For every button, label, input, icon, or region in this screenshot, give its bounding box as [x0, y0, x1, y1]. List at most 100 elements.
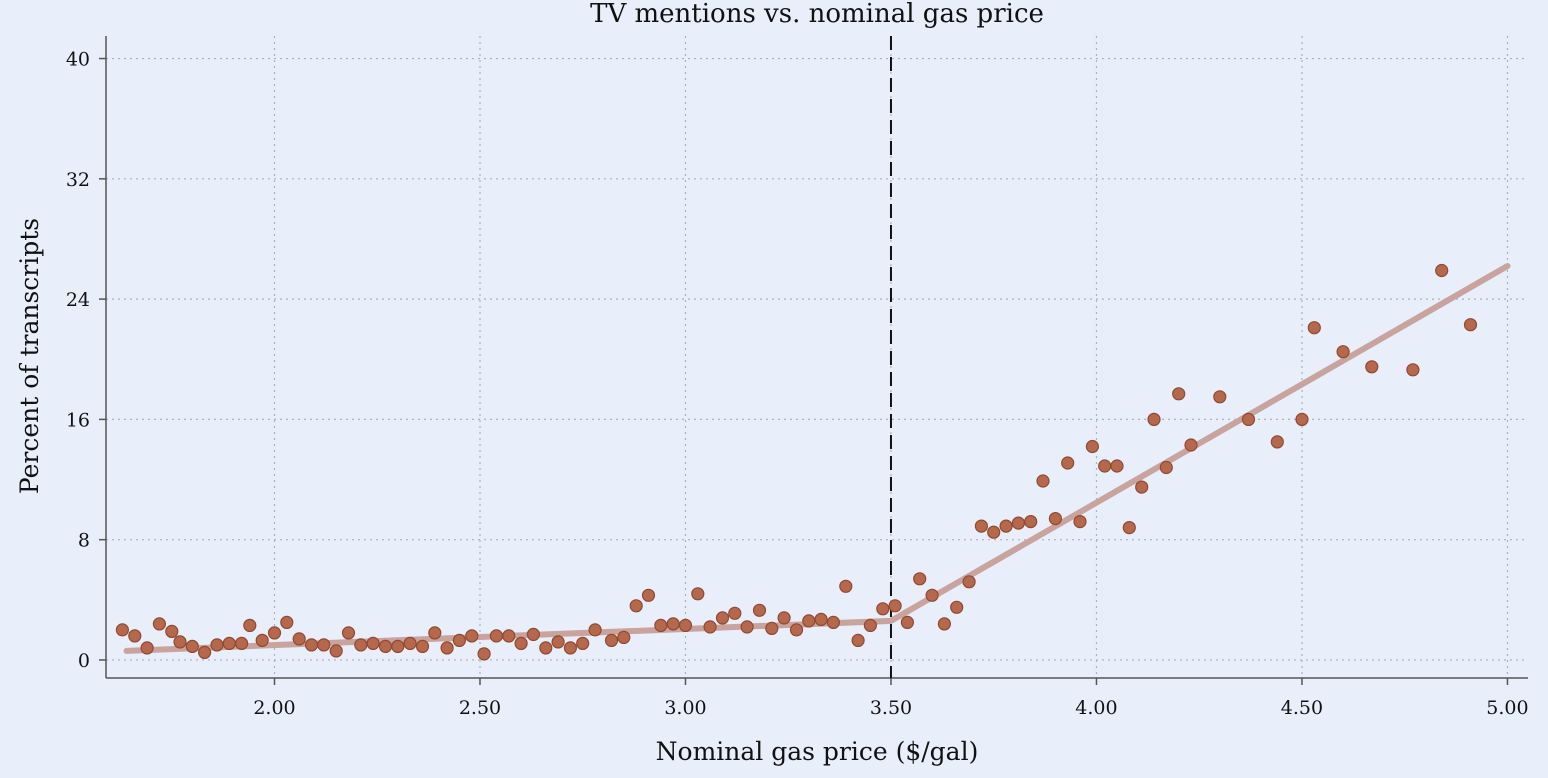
data-point [641, 588, 656, 602]
y-tick-label: 0 [78, 650, 90, 672]
data-point [415, 639, 430, 654]
data-point [925, 588, 939, 602]
data-point [913, 572, 927, 586]
data-point [814, 612, 828, 627]
data-point [576, 636, 590, 651]
fit-line-layer [123, 263, 1511, 654]
data-point [317, 638, 331, 652]
data-point [1213, 390, 1227, 404]
data-point [666, 617, 680, 631]
data-point [802, 614, 816, 628]
data-point [1085, 439, 1100, 454]
data-point [198, 645, 212, 660]
data-point [1122, 520, 1136, 535]
data-point [366, 636, 380, 651]
data-point [1184, 438, 1198, 452]
data-point [452, 633, 466, 648]
data-point [1036, 474, 1050, 488]
axes: 2.00 2.50 3.00 3.50 4.00 4.50 5.00 0 8 16 24 32 40 [66, 36, 1529, 719]
data-point [222, 636, 236, 651]
data-point [654, 618, 668, 633]
data-point [1024, 514, 1038, 529]
data-point [354, 638, 368, 652]
data-point [563, 641, 578, 655]
y-tick-label: 16 [66, 409, 90, 431]
data-point [267, 626, 282, 640]
data-point [526, 627, 541, 642]
data-point [851, 633, 865, 648]
data-point [888, 599, 902, 613]
data-point [588, 623, 602, 637]
data-point [1048, 511, 1063, 526]
data-point [728, 606, 742, 620]
data-point [341, 626, 356, 640]
data-point [1270, 435, 1284, 449]
data-point [765, 621, 779, 636]
data-point [900, 615, 915, 630]
y-tick-label: 8 [78, 530, 90, 552]
data-point [255, 633, 269, 648]
data-point [514, 636, 528, 651]
data-point [691, 587, 705, 601]
data-point [1011, 516, 1026, 530]
data-point [1073, 514, 1087, 529]
data-point [740, 620, 754, 634]
data-point [403, 636, 417, 651]
x-axis-label: Nominal gas price ($/gal) [656, 737, 979, 766]
data-point [974, 519, 989, 533]
data-point [551, 635, 565, 649]
y-tick-label: 24 [66, 289, 90, 311]
data-point [292, 632, 306, 646]
data-point [839, 579, 853, 593]
data-point [185, 639, 199, 654]
y-tick-label: 32 [66, 169, 90, 191]
data-point [863, 618, 878, 633]
data-point [1110, 459, 1124, 473]
data-point [115, 623, 130, 637]
x-tick-label: 3.00 [664, 697, 706, 719]
data-point [243, 618, 257, 633]
grid-lines [106, 36, 1528, 678]
data-point [987, 525, 1001, 539]
data-point [1336, 345, 1350, 359]
chart-title: TV mentions vs. nominal gas price [590, 0, 1044, 29]
data-point [539, 641, 553, 655]
data-point [1241, 412, 1256, 426]
data-point [1061, 456, 1075, 470]
data-point [1135, 480, 1149, 494]
x-tick-label: 2.50 [459, 697, 501, 719]
data-points [115, 263, 1478, 661]
data-point [304, 638, 319, 652]
data-point [1435, 263, 1449, 278]
data-point [489, 629, 503, 643]
x-tick-label: 5.00 [1486, 697, 1528, 719]
data-point [329, 644, 343, 658]
data-point [173, 635, 187, 649]
data-point [752, 603, 767, 617]
x-tick-label: 3.50 [870, 697, 912, 719]
data-point [235, 636, 249, 651]
data-point [629, 599, 643, 613]
data-point [140, 641, 154, 655]
data-point [152, 617, 166, 631]
data-point [777, 611, 791, 625]
data-point [937, 617, 952, 631]
y-axis-label: Percent of transcripts [15, 218, 44, 494]
data-point [477, 647, 491, 661]
data-point [1406, 363, 1420, 377]
data-point [1307, 321, 1321, 335]
data-point [876, 602, 890, 616]
data-point [1147, 412, 1161, 426]
data-point [502, 629, 516, 643]
data-point [962, 575, 976, 589]
data-point [128, 629, 142, 643]
x-tick-label: 2.00 [253, 697, 295, 719]
data-point [678, 618, 693, 633]
x-tick-label: 4.50 [1281, 697, 1323, 719]
data-point [165, 624, 179, 639]
data-point [1463, 318, 1478, 332]
data-point [950, 600, 964, 614]
data-point [280, 615, 294, 630]
data-point [1098, 459, 1112, 473]
